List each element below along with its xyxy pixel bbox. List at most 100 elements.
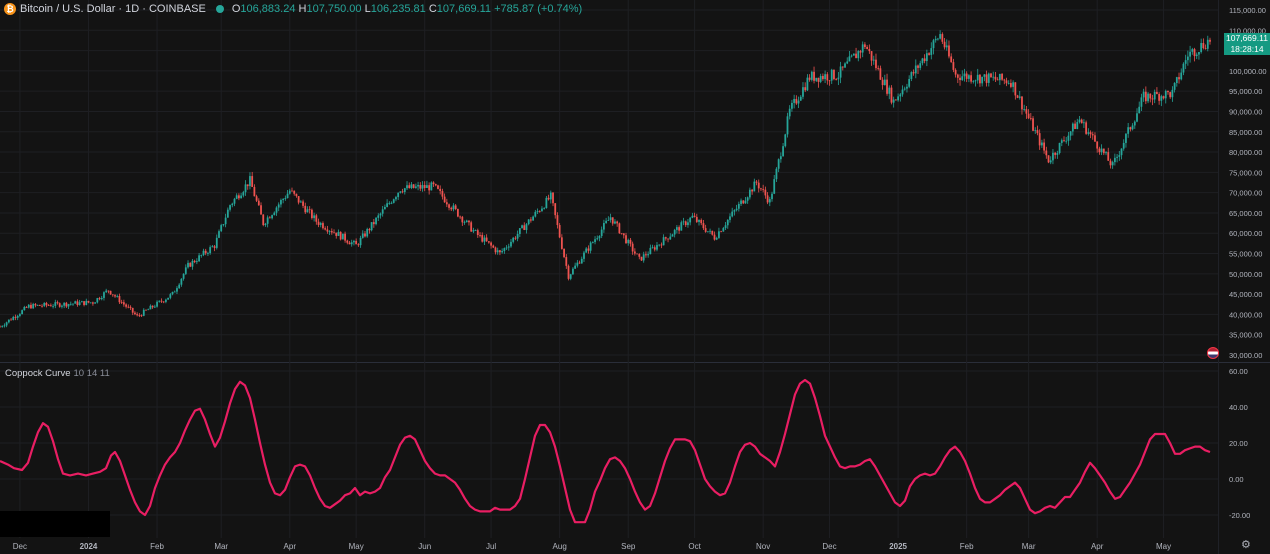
candle (788, 105, 791, 120)
candle (131, 307, 134, 316)
symbol-title[interactable]: Bitcoin / U.S. Dollar · 1D · COINBASE (20, 3, 206, 15)
candle-body (658, 244, 661, 246)
candle-body (826, 74, 829, 81)
candle (1021, 96, 1023, 115)
candle-body (151, 305, 154, 308)
candle-body (1007, 83, 1010, 84)
candle (12, 315, 15, 321)
candle (914, 59, 917, 79)
time-axis[interactable]: Dec 2024 Feb Mar Apr May Jun Jul Aug Sep Oct Nov Dec… (13, 542, 1171, 551)
candle-body (963, 73, 966, 77)
candle (1083, 119, 1085, 129)
candle (468, 220, 470, 226)
coppock-series[interactable] (0, 378, 1211, 524)
candle-body (857, 51, 860, 59)
candle (687, 219, 689, 228)
candle (1125, 132, 1127, 148)
candle (80, 300, 83, 303)
candle-body (284, 198, 287, 200)
candlestick-series[interactable] (0, 30, 1211, 328)
time-tick-label: May (349, 542, 364, 551)
candle (1054, 151, 1057, 159)
candle (828, 80, 831, 86)
candle-body (870, 51, 873, 61)
candle-body (472, 230, 475, 232)
candle-body (879, 68, 882, 80)
candle (764, 186, 767, 199)
candle (268, 216, 271, 219)
candle (850, 54, 853, 58)
candle-body (576, 262, 579, 266)
candle (563, 248, 565, 259)
price-tick-label: 100,000.00 (1229, 67, 1267, 76)
candle-body (169, 294, 172, 298)
candle (959, 74, 961, 86)
candle-body (134, 312, 136, 315)
candle-body (844, 63, 846, 68)
candle-body (733, 210, 736, 212)
candle-body (534, 211, 537, 217)
candle (1182, 62, 1185, 76)
candle-body (403, 188, 406, 192)
candle-body (1198, 52, 1200, 55)
candle-body (1140, 97, 1143, 107)
price-axis[interactable]: 115,000.00110,000.00105,000.00100,000.00… (1229, 6, 1267, 360)
candle (992, 71, 995, 81)
candle-body (386, 203, 389, 207)
candle-body (1105, 152, 1107, 154)
candle (459, 215, 462, 220)
candle (589, 241, 592, 254)
candle (994, 72, 997, 82)
us-flag-icon[interactable] (1207, 347, 1219, 359)
candle (496, 247, 499, 255)
candle-body (165, 299, 167, 302)
candle-body (479, 235, 481, 236)
candle-body (875, 59, 877, 69)
candle-body (224, 217, 227, 225)
candle (1184, 54, 1187, 70)
candle-body (786, 116, 789, 135)
candle (773, 174, 776, 195)
candle-body (395, 197, 397, 200)
candle-body (308, 209, 311, 211)
candle-body (777, 159, 780, 169)
candle (293, 190, 296, 196)
indicator-header[interactable]: Coppock Curve 10 14 11 (5, 368, 110, 379)
candle-body (83, 301, 85, 305)
candle-body (1204, 48, 1207, 49)
candle-body (1116, 156, 1118, 158)
candle (49, 303, 52, 307)
candle-body (131, 307, 134, 313)
gear-icon[interactable]: ⚙ (1241, 539, 1251, 551)
candle (660, 242, 663, 249)
candle (669, 233, 672, 240)
candle-body (1038, 133, 1041, 146)
candle (560, 234, 563, 250)
candle-body (180, 278, 183, 285)
candle-body (598, 236, 601, 239)
candle (702, 219, 705, 231)
candle-body (981, 76, 984, 84)
candle (262, 214, 265, 227)
candle-body (322, 223, 324, 229)
candle (1142, 88, 1145, 102)
candle-body (333, 232, 335, 234)
candle-body (784, 134, 787, 147)
candle-body (30, 304, 32, 309)
candle-body (711, 230, 714, 235)
candle (930, 42, 933, 60)
candle (395, 195, 397, 202)
candle (527, 219, 530, 226)
candle-body (928, 53, 930, 55)
candle (501, 248, 504, 254)
candle-body (277, 204, 280, 208)
candle-body (797, 100, 800, 104)
candle (1049, 156, 1052, 165)
candle (92, 301, 94, 306)
candle-body (368, 229, 371, 231)
candle-body (1125, 133, 1127, 143)
candle-body (330, 231, 333, 233)
candle (193, 259, 196, 264)
indicator-axis[interactable]: 60.00 40.00 20.00 0.00 -20.00 (1229, 367, 1250, 520)
